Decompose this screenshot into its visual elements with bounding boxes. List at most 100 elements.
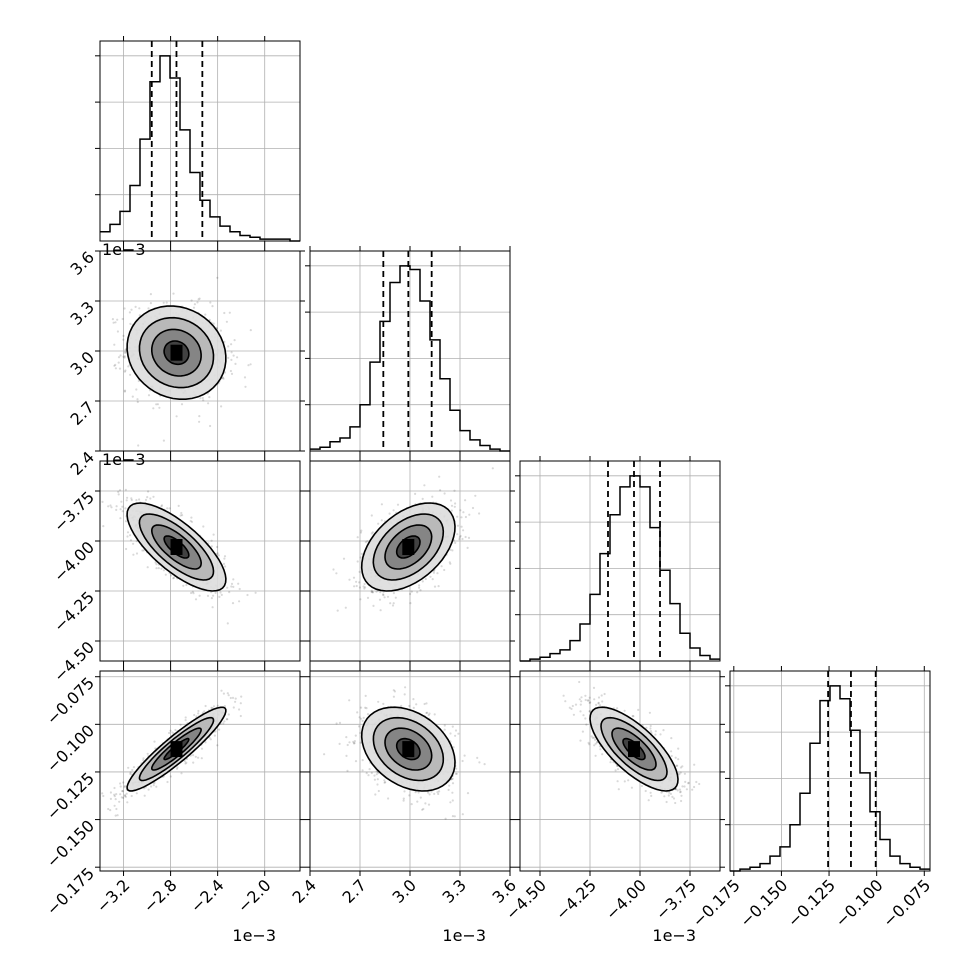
diag-panel-0 [95, 36, 301, 246]
sample-point [199, 397, 202, 400]
sample-point [427, 714, 430, 717]
sample-point [403, 693, 406, 696]
sample-point [335, 722, 338, 725]
sample-point [114, 814, 117, 817]
sample-point [147, 490, 150, 493]
sample-point [198, 297, 201, 300]
sample-point [155, 785, 158, 788]
sample-point [247, 364, 250, 367]
sample-point [454, 734, 457, 737]
sample-point [146, 496, 149, 499]
sample-point [220, 593, 223, 597]
sample-point [101, 500, 104, 503]
sample-point [119, 785, 122, 788]
sample-point [427, 803, 431, 806]
sample-point [123, 794, 127, 798]
sample-point [127, 365, 130, 368]
sample-point [231, 696, 235, 700]
sample-point [454, 772, 457, 775]
sample-point [211, 606, 214, 609]
sample-point [437, 585, 440, 588]
sample-point [367, 774, 370, 777]
sample-point [244, 385, 247, 388]
sample-point [226, 622, 229, 625]
sample-point [443, 724, 446, 727]
sample-point [203, 710, 206, 713]
sample-point [157, 567, 160, 570]
sample-point [143, 794, 146, 797]
sample-point [129, 373, 132, 376]
sample-point [204, 313, 207, 316]
sample-point [137, 379, 140, 383]
sample-point [162, 301, 165, 304]
sample-point [212, 594, 215, 597]
sample-point [439, 489, 442, 492]
density-peak [170, 539, 183, 555]
sample-point [226, 718, 229, 721]
sample-point [353, 742, 356, 745]
sample-point [387, 797, 390, 800]
sample-point [101, 792, 104, 795]
sample-point [196, 301, 199, 304]
sample-point [121, 510, 124, 513]
sample-point [221, 376, 224, 379]
density-peak [170, 741, 183, 758]
sample-point [109, 791, 112, 794]
sample-point [200, 757, 203, 760]
sample-point [227, 356, 230, 359]
sample-point [107, 807, 110, 811]
sample-point [112, 321, 115, 324]
sample-point [352, 740, 355, 744]
sample-point [152, 407, 155, 410]
sample-point [464, 499, 467, 502]
sample-point [237, 582, 240, 585]
sample-point [461, 813, 464, 816]
sample-point [478, 761, 481, 764]
sample-point [429, 575, 432, 578]
sample-point [239, 714, 242, 718]
sample-point [451, 777, 454, 780]
sample-point [130, 498, 133, 502]
sample-point [464, 535, 467, 539]
sample-point [113, 804, 116, 807]
sample-point [409, 592, 412, 596]
sample-point [114, 321, 117, 324]
sample-point [243, 376, 247, 379]
sample-point [184, 716, 187, 719]
panel-3-1 [305, 666, 515, 876]
sample-point [359, 741, 362, 744]
sample-point [234, 700, 237, 703]
sample-point [206, 594, 210, 598]
panel-background [520, 671, 720, 871]
sample-point [338, 721, 342, 725]
sample-point [345, 736, 348, 739]
sample-point [574, 703, 578, 706]
sample-point [422, 807, 425, 811]
sample-point [124, 488, 127, 491]
sample-point [123, 356, 126, 359]
sample-point [360, 529, 363, 532]
sample-point [160, 504, 164, 507]
sample-point [383, 781, 386, 784]
sample-point [193, 713, 196, 717]
sample-point [230, 343, 233, 346]
panel-frame [309, 670, 511, 872]
sample-point [460, 525, 463, 528]
sample-point [129, 772, 132, 776]
sample-point [454, 729, 458, 732]
sample-point [132, 553, 135, 556]
sample-point [254, 591, 257, 594]
histogram-2 [520, 475, 720, 662]
sample-point [240, 695, 243, 698]
sample-point [404, 686, 407, 689]
sample-point [648, 711, 652, 714]
sample-point [370, 590, 373, 594]
sample-point [383, 596, 386, 599]
sample-point [384, 781, 387, 784]
sample-point [175, 415, 178, 418]
sample-point [408, 794, 411, 797]
sample-point [211, 707, 214, 710]
sample-point [124, 350, 127, 353]
sample-point [122, 796, 125, 800]
sample-point [458, 536, 461, 539]
